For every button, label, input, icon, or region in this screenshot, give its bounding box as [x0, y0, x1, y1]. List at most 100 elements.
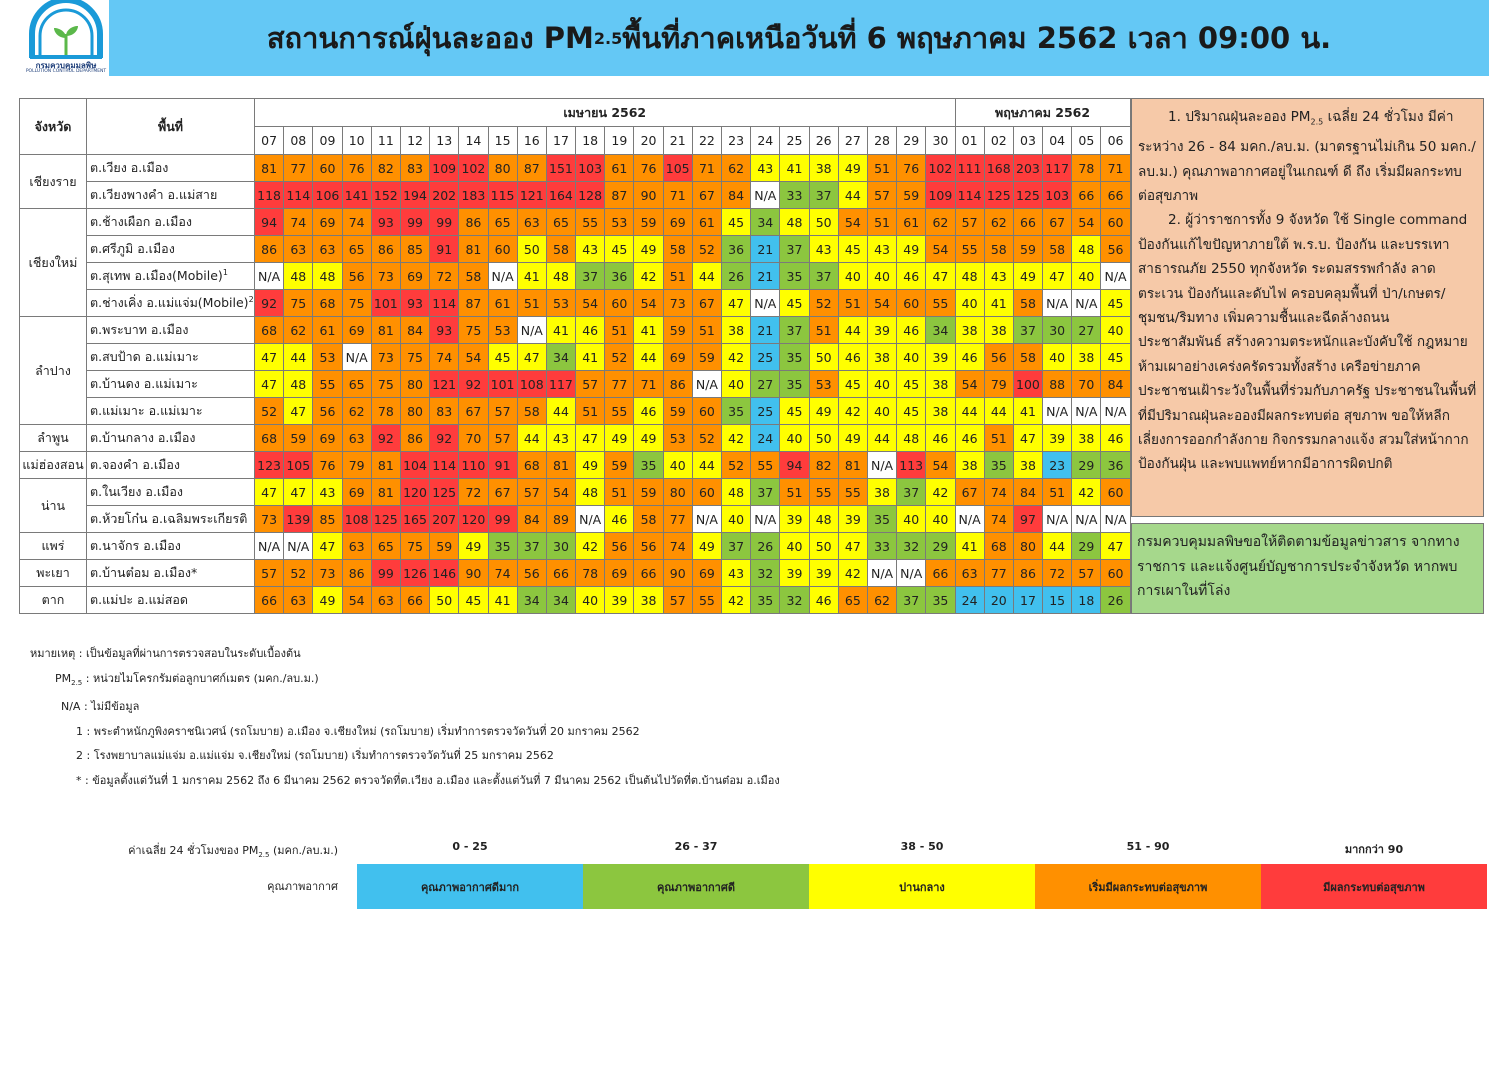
value-cell: 49 — [691, 532, 723, 560]
value-cell: 86 — [370, 235, 401, 263]
value-cell: 39 — [837, 505, 868, 533]
value-cell: 80 — [399, 370, 431, 398]
value-cell: 121 — [516, 181, 547, 209]
value-cell: 37 — [516, 532, 547, 560]
value-cell: 46 — [1100, 424, 1131, 452]
value-cell: 59 — [662, 316, 693, 344]
table-row: พะเยา ต.บ้านต๋อม อ.เมือง* 57 52 73 86 99 126 146… — [19, 559, 1131, 587]
value-cell: 53 — [604, 208, 635, 236]
title-suffix: พื้นที่ภาคเหนือวันที่ 6 พฤษภาคม 2562 เวล… — [622, 21, 1332, 55]
value-cell: 164 — [545, 181, 577, 209]
value-cell: 33 — [779, 181, 810, 209]
province-cell: ลำพูน — [19, 424, 87, 452]
value-cell: 61 — [312, 316, 343, 344]
value-cell: 46 — [837, 343, 868, 371]
value-cell: 51 — [662, 262, 693, 290]
value-cell: 24 — [750, 424, 781, 452]
value-cell: 74 — [487, 559, 518, 587]
value-cell: N/A — [750, 181, 781, 209]
value-cell: 54 — [458, 343, 489, 371]
value-cell: 50 — [808, 208, 839, 236]
value-cell: 73 — [662, 289, 693, 317]
value-cell: 66 — [253, 586, 285, 614]
value-cell: N/A — [1071, 397, 1102, 425]
area-label: ต.นาจักร อ.เมือง — [90, 538, 181, 553]
value-cell: 114 — [429, 289, 460, 317]
value-cell: 63 — [341, 424, 372, 452]
value-cell: 62 — [866, 586, 898, 614]
value-cell: 45 — [1100, 289, 1131, 317]
province-cell: เชียงใหม่ — [19, 208, 87, 317]
table-row: เชียงราย ต.เวียง อ.เมือง 81 77 60 76 82 83 109 10… — [19, 154, 1131, 209]
value-cell: 42 — [633, 262, 664, 290]
value-cell: 74 — [341, 208, 372, 236]
area-label: ต.สุเทพ อ.เมือง(Mobile) — [90, 268, 223, 283]
value-cell: 34 — [750, 208, 781, 236]
note-1-suffix: เฉลี่ย 24 ชั่วโมง มีค่าระหว่าง 26 - 84 ม… — [1138, 109, 1476, 204]
value-cell: 89 — [545, 505, 577, 533]
value-cell: 106 — [312, 181, 343, 209]
area-label: ต.ช่างเคิ่ง อ.แม่แจ่ม(Mobile) — [90, 295, 249, 310]
value-cell: 81 — [370, 451, 401, 479]
header-day: 16 — [516, 126, 547, 155]
legend-caption-prefix: ค่าเฉลี่ย 24 ชั่วโมงของ PM — [128, 844, 259, 857]
value-cell: 49 — [633, 235, 664, 263]
value-cell: 194 — [399, 181, 431, 209]
value-cell: 75 — [370, 370, 401, 398]
value-cell: N/A — [341, 343, 372, 371]
value-cell: 38 — [925, 370, 956, 398]
value-cell: 39 — [604, 586, 635, 614]
value-cell: 40 — [779, 424, 810, 452]
value-cell: 33 — [866, 532, 898, 560]
value-cell: 74 — [983, 505, 1014, 533]
value-cell: 69 — [662, 343, 693, 371]
value-cell: 43 — [575, 235, 606, 263]
note-1-sub: 2.5 — [1310, 117, 1324, 127]
area-cell: ต.เวียงพางคำ อ.แม่สาย — [86, 181, 255, 209]
area-cell: ต.บ้านดง อ.แม่เมาะ — [86, 370, 255, 398]
value-cell: 40 — [866, 262, 898, 290]
value-cell: 43 — [983, 262, 1014, 290]
value-cell: 41 — [487, 586, 518, 614]
header-day: 20 — [633, 126, 664, 155]
value-cell: 86 — [1012, 559, 1044, 587]
value-cell: 86 — [399, 424, 431, 452]
pm25-data-table: จังหวัด พื้นที่ เมษายน 2562 พฤษภาคม 2562 07 0… — [19, 98, 1131, 614]
title-banner: สถานการณ์ฝุ่นละออง PM 2.5 พื้นที่ภาคเหนือว… — [109, 0, 1489, 76]
value-cell: 69 — [341, 316, 372, 344]
value-cell: 60 — [1100, 559, 1131, 587]
value-cell: 46 — [575, 316, 606, 344]
area-cell: ต.ช้างเผือก อ.เมือง — [86, 208, 255, 236]
value-cell: 84 — [720, 181, 752, 209]
value-cell: 43 — [545, 424, 577, 452]
value-cell: N/A — [1071, 289, 1102, 317]
area-cell: ต.ศรีภูมิ อ.เมือง — [86, 235, 255, 263]
province-cell: ลำปาง — [19, 316, 87, 425]
value-cell: 84 — [1012, 478, 1044, 506]
value-cell: 108 — [516, 370, 547, 398]
value-cell: 104 — [399, 451, 431, 479]
value-cell: 90 — [662, 559, 693, 587]
value-cell: 46 — [808, 586, 839, 614]
value-cell: 25 — [750, 343, 781, 371]
logo-text-en: POLLUTION CONTROL DEPARTMENT — [25, 69, 107, 74]
value-cell: 40 — [866, 397, 898, 425]
value-cell: 57 — [866, 181, 898, 209]
value-cell: 44 — [283, 343, 314, 371]
header-day: 15 — [487, 126, 518, 155]
value-cell: 55 — [837, 478, 868, 506]
value-cell: 103 — [1042, 181, 1073, 209]
value-cell: 202 — [429, 181, 460, 209]
value-cell: 47 — [1012, 424, 1044, 452]
value-cell: 57 — [954, 208, 985, 236]
remark-2: PM2.5 : หน่วยไมโครกรัมต่อลูกบาศก์เมตร (ม… — [30, 667, 780, 696]
value-cell: 49 — [575, 451, 606, 479]
value-cell: 52 — [808, 289, 839, 317]
value-cell: 51 — [779, 478, 810, 506]
value-cell: 68 — [983, 532, 1014, 560]
value-cell: N/A — [1100, 262, 1131, 290]
value-cell: 42 — [837, 559, 868, 587]
header-day: 14 — [458, 126, 489, 155]
value-cell: 54 — [925, 451, 956, 479]
value-cell: 62 — [925, 208, 956, 236]
